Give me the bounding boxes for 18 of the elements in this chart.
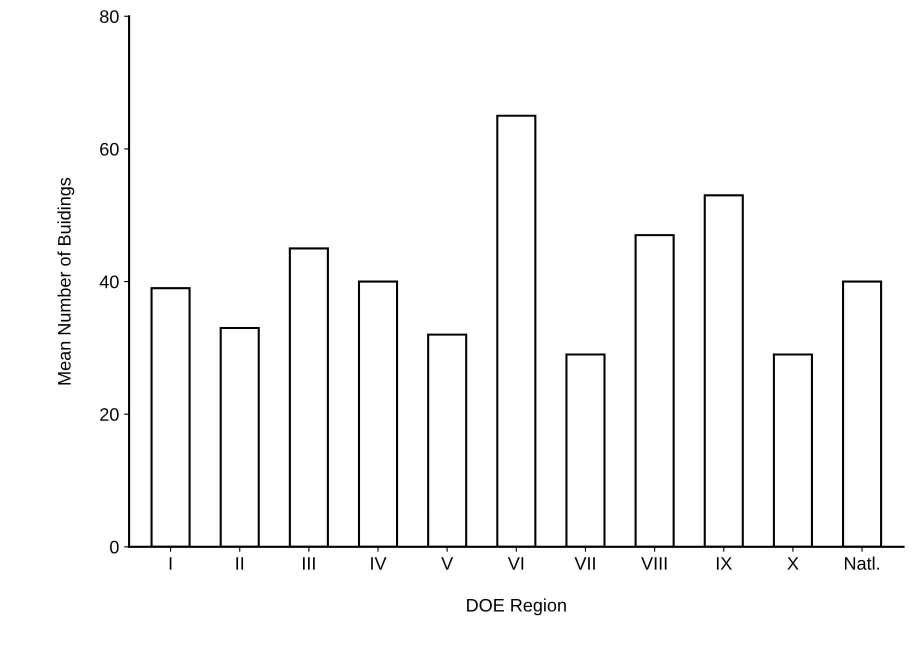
x-tick-label: V [441,557,454,570]
x-tick-label: IV [371,557,386,570]
x-tick-label: VII [574,557,595,570]
x-tick-label: IX [716,557,732,570]
x-tick-label: VI [508,557,524,570]
y-tick-label: 40 [100,275,119,288]
y-tick-label: 60 [100,142,119,156]
y-axis-title: Mean Number of Buidings [57,178,74,384]
x-tick-label: I [170,557,172,570]
x-tick-label: X [787,557,799,570]
x-tick-label: Natl. [844,556,879,570]
x-axis-title: DOE Region [467,598,566,616]
x-tick-label: VIII [641,557,666,570]
y-tick-label: 20 [100,408,119,421]
y-tick-label: 0 [110,540,119,554]
x-tick-label: III [303,557,315,570]
y-tick-label: 80 [100,10,119,23]
x-tick-label: II [236,557,244,570]
